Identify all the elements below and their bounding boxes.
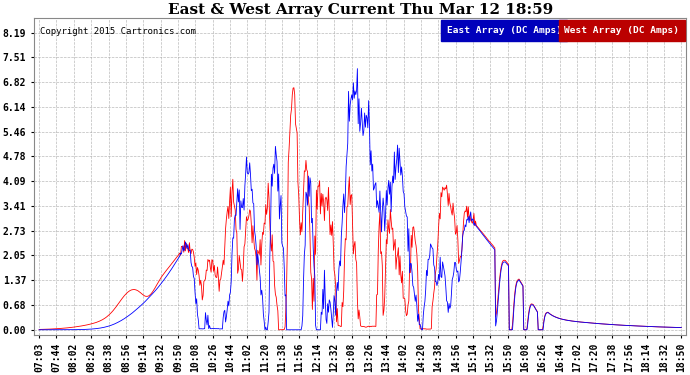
Title: East & West Array Current Thu Mar 12 18:59: East & West Array Current Thu Mar 12 18:… [168,3,553,17]
Legend: East Array (DC Amps), West Array (DC Amps): East Array (DC Amps), West Array (DC Amp… [442,22,682,38]
Text: Copyright 2015 Cartronics.com: Copyright 2015 Cartronics.com [41,27,197,36]
